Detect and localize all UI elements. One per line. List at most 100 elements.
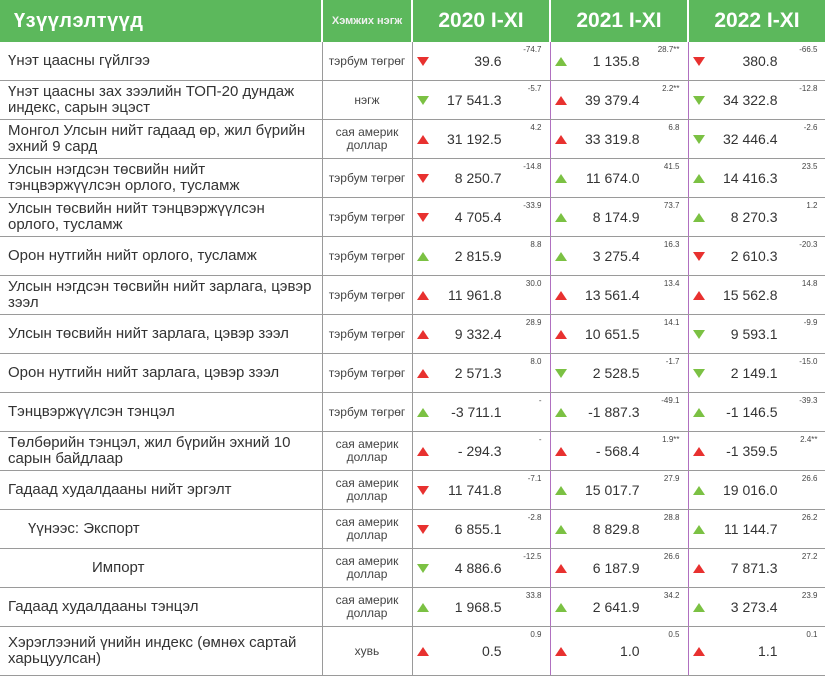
cell-change: - <box>538 396 542 405</box>
indicator-name: Орон нутгийн нийт зарлага, цэвэр зээл <box>0 353 323 393</box>
triangle-up-icon <box>692 213 705 222</box>
year-header-2022: 2022 I-XI <box>688 0 825 42</box>
cell-change: -1.7 <box>665 357 680 366</box>
year-value-cell: 39 379.4 2.2** <box>549 80 689 120</box>
triangle-down-icon <box>692 252 705 261</box>
cell-change: 28.9 <box>525 318 542 327</box>
unit-cell: тэрбум төгрөг <box>322 314 412 354</box>
triangle-up-icon <box>554 408 567 417</box>
cell-change: 26.6 <box>663 552 680 561</box>
indicator-name: Улсын нэгдсэн төсвийн нийт зарлага, цэвэ… <box>0 275 323 315</box>
cell-change: -2.8 <box>527 513 542 522</box>
cell-change: 2.4** <box>800 435 818 444</box>
triangle-up-icon <box>554 447 567 456</box>
triangle-down-icon <box>416 174 429 183</box>
triangle-up-icon <box>554 213 567 222</box>
cell-value: 32 446.4 <box>723 131 778 147</box>
cell-change: -5.7 <box>527 84 542 93</box>
table-row: Үнэт цаасны зах зээлийн ТОП-20 дундаж ин… <box>0 80 825 120</box>
unit-cell: сая америк доллар <box>322 509 412 549</box>
cell-value: 6 187.9 <box>592 560 640 576</box>
year-value-cell: -3 711.1 - <box>411 392 550 432</box>
cell-change: 0.9 <box>530 630 542 639</box>
year-value-cell: - 294.3 - <box>411 431 550 471</box>
cell-change: -2.6 <box>803 123 818 132</box>
triangle-up-icon <box>416 408 429 417</box>
cell-value: 13 561.4 <box>585 287 640 303</box>
cell-value: 1 135.8 <box>592 53 640 69</box>
cell-value: 39 379.4 <box>585 92 640 108</box>
cell-change: 14.1 <box>663 318 680 327</box>
cell-value: 39.6 <box>474 53 502 69</box>
cell-value: 3 273.4 <box>730 599 778 615</box>
table-row: Орон нутгийн нийт зарлага, цэвэр зээл тэр… <box>0 353 825 393</box>
cell-change: -74.7 <box>523 45 542 54</box>
cell-value: 2 641.9 <box>592 599 640 615</box>
cell-change: -66.5 <box>799 45 818 54</box>
cell-value: 11 144.7 <box>724 521 778 537</box>
cell-value: - 294.3 <box>457 443 502 459</box>
year-value-cell: 31 192.5 4.2 <box>411 119 550 159</box>
table-row: Орон нутгийн нийт орлого, тусламж тэрбум … <box>0 236 825 276</box>
year-value-cell: 0.5 0.9 <box>411 626 550 676</box>
triangle-down-icon <box>554 369 567 378</box>
year-value-cell: 1.0 0.5 <box>549 626 689 676</box>
year-value-cell: 34 322.8 -12.8 <box>687 80 825 120</box>
triangle-down-icon <box>692 369 705 378</box>
cell-value: 33 319.8 <box>585 131 640 147</box>
triangle-up-icon <box>692 291 705 300</box>
year-value-cell: 2 149.1 -15.0 <box>687 353 825 393</box>
year-value-cell: 8 829.8 28.8 <box>549 509 689 549</box>
year-value-cell: 17 541.3 -5.7 <box>411 80 550 120</box>
year-value-cell: - 568.4 1.9** <box>549 431 689 471</box>
cell-change: -14.8 <box>523 162 542 171</box>
triangle-down-icon <box>692 135 705 144</box>
unit-cell: тэрбум төгрөг <box>322 42 412 81</box>
unit-cell: тэрбум төгрөг <box>322 197 412 237</box>
indicator-name: Импорт <box>0 548 323 588</box>
cell-change: 1.9** <box>662 435 680 444</box>
cell-value: -3 711.1 <box>451 404 502 420</box>
triangle-down-icon <box>416 213 429 222</box>
year-value-cell: 2 528.5 -1.7 <box>549 353 689 393</box>
year-value-cell: 6 187.9 26.6 <box>549 548 689 588</box>
triangle-up-icon <box>554 330 567 339</box>
cell-value: 9 332.4 <box>454 326 502 342</box>
table-row: Улсын нэгдсэн төсвийн нийт тэнцвэржүүлсэ… <box>0 158 825 198</box>
year-value-cell: 11 144.7 26.2 <box>687 509 825 549</box>
triangle-up-icon <box>416 647 429 656</box>
cell-change: 27.9 <box>663 474 680 483</box>
triangle-up-icon <box>554 291 567 300</box>
table-row: Тэнцвэржүүлсэн тэнцэл тэрбум төгрөг -3 711… <box>0 392 825 432</box>
triangle-down-icon <box>416 564 429 573</box>
cell-value: 17 541.3 <box>447 92 502 108</box>
cell-change: -7.1 <box>527 474 542 483</box>
cell-value: 1 968.5 <box>454 599 502 615</box>
cell-change: 8.0 <box>530 357 542 366</box>
triangle-down-icon <box>416 525 429 534</box>
cell-value: 2 149.1 <box>730 365 778 381</box>
cell-value: 11 674.0 <box>586 170 640 186</box>
cell-value: 1.1 <box>758 643 778 659</box>
table-row: Улсын төсвийн нийт тэнцвэржүүлсэн орлого… <box>0 197 825 237</box>
cell-value: 8 174.9 <box>592 209 640 225</box>
unit-cell: сая америк доллар <box>322 431 412 471</box>
cell-change: -12.8 <box>799 84 818 93</box>
unit-cell: тэрбум төгрөг <box>322 275 412 315</box>
indicator-name: Тэнцвэржүүлсэн тэнцэл <box>0 392 323 432</box>
year-value-cell: 33 319.8 6.8 <box>549 119 689 159</box>
cell-change: 0.5 <box>668 630 680 639</box>
year-value-cell: 10 651.5 14.1 <box>549 314 689 354</box>
indicator-name: Орон нутгийн нийт орлого, тусламж <box>0 236 323 276</box>
table-body: Үнэт цаасны гүйлгээ тэрбум төгрөг 39.6 -74.… <box>0 42 825 676</box>
cell-value: 8 250.7 <box>454 170 502 186</box>
year-header-2021: 2021 I-XI <box>550 0 689 42</box>
cell-value: 10 651.5 <box>585 326 640 342</box>
indicator-name: Гадаад худалдааны тэнцэл <box>0 587 323 627</box>
unit-cell: тэрбум төгрөг <box>322 392 412 432</box>
cell-value: 15 017.7 <box>585 482 640 498</box>
indicators-header: Үзүүлэлтүүд <box>0 0 323 42</box>
cell-change: -20.3 <box>799 240 818 249</box>
year-value-cell: 9 332.4 28.9 <box>411 314 550 354</box>
